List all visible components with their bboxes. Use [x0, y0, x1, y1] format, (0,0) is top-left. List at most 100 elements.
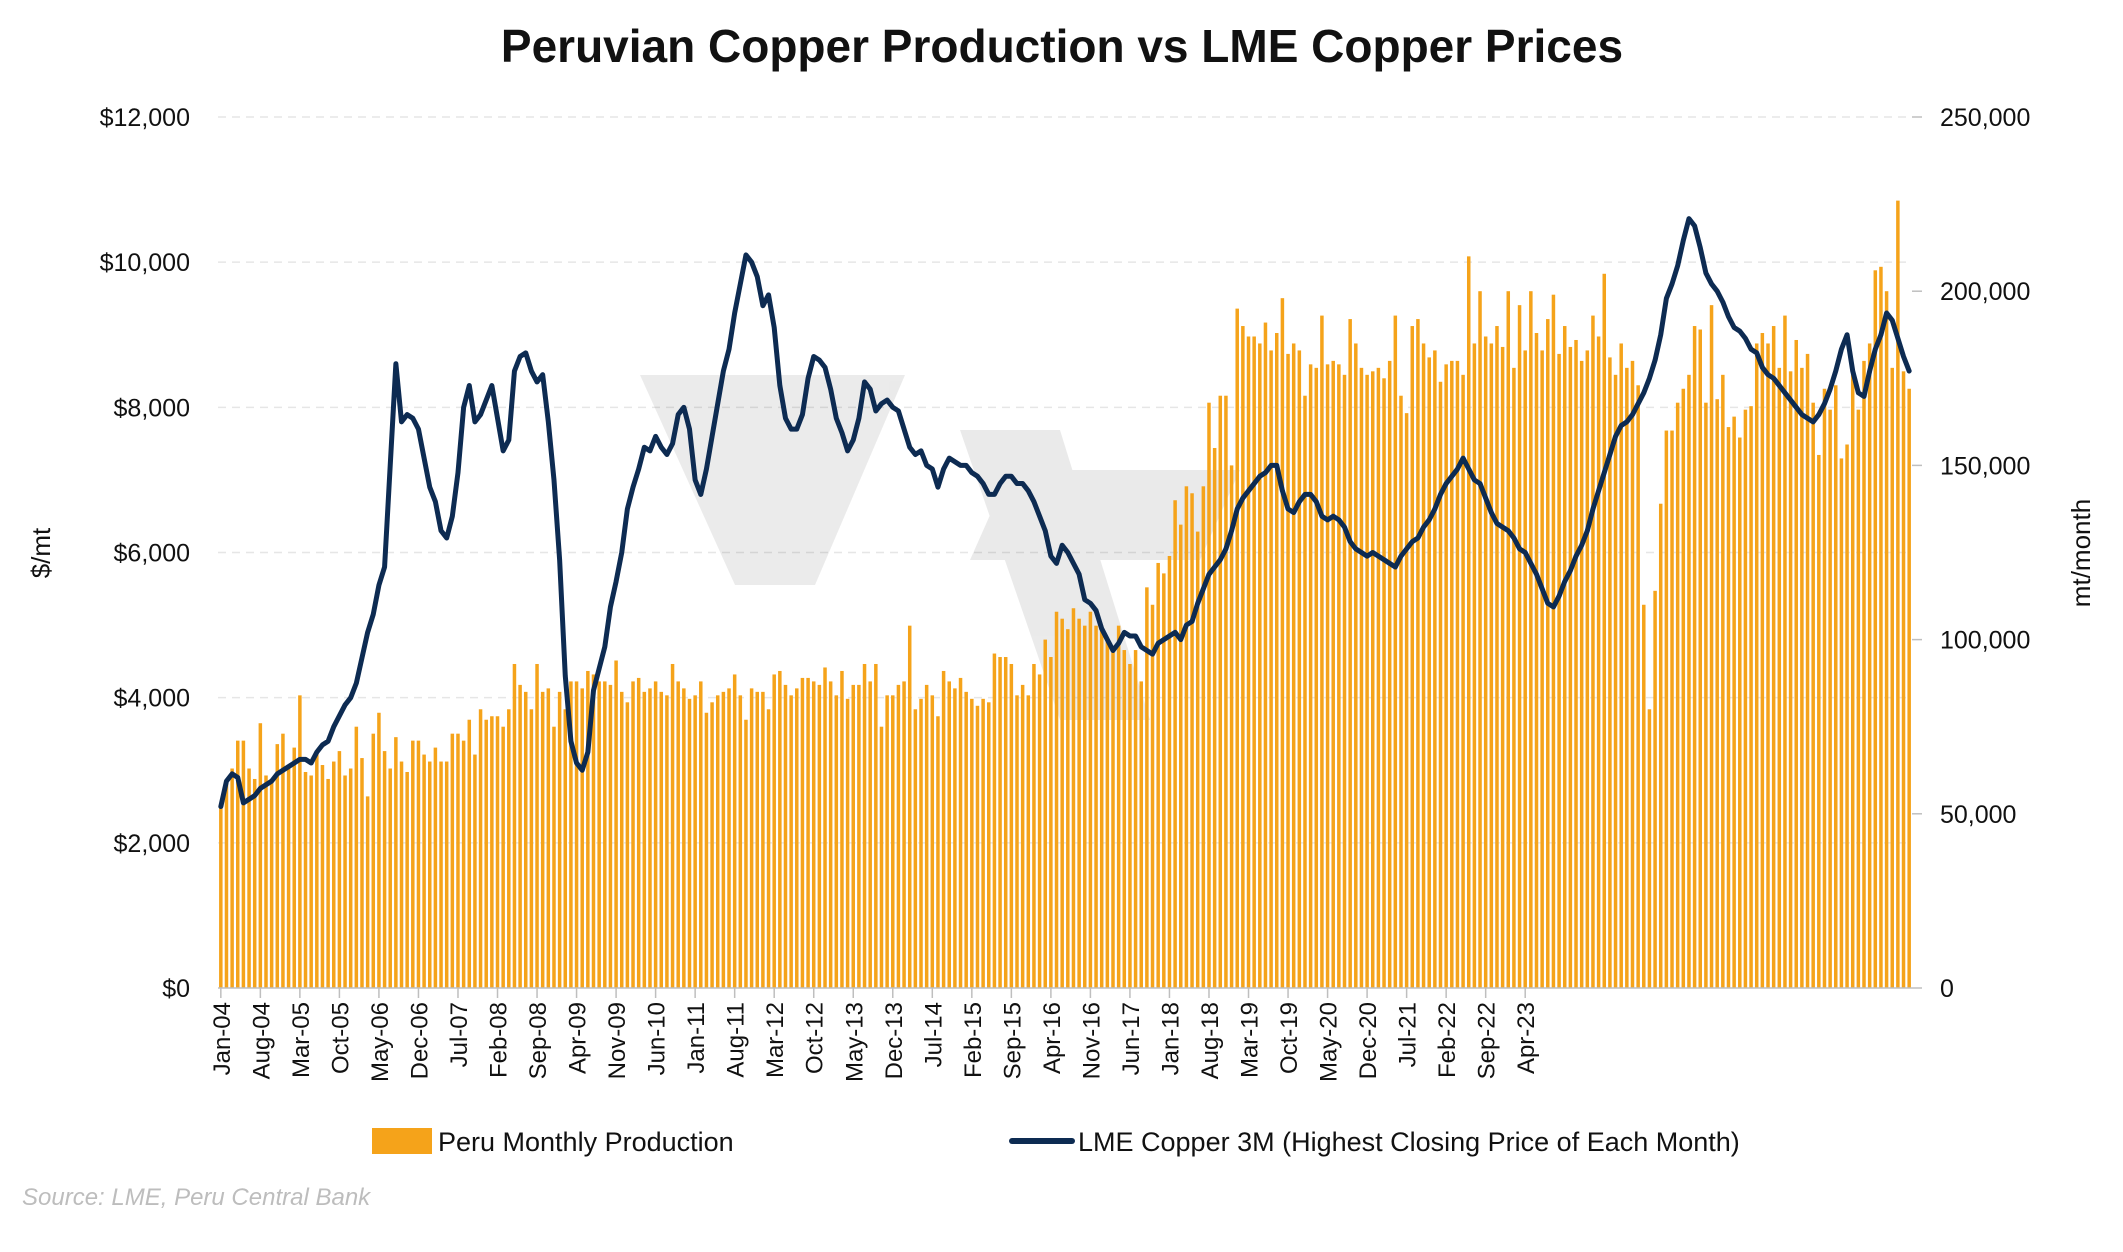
x-tick-label: Dec-20: [1355, 1002, 1382, 1079]
production-bar: [1410, 326, 1415, 988]
production-bar: [320, 765, 325, 988]
production-bar: [264, 775, 268, 988]
x-tick-label: Nov-16: [1078, 1002, 1105, 1079]
production-bar: [851, 684, 855, 988]
production-bar: [512, 663, 517, 988]
production-bar: [1122, 650, 1127, 988]
production-bar: [772, 674, 776, 988]
production-bar: [416, 740, 421, 988]
x-tick-label: Dec-06: [406, 1002, 433, 1079]
production-bar: [275, 744, 280, 988]
production-bar: [783, 684, 788, 988]
production-bar: [1162, 573, 1166, 988]
production-bar: [1156, 562, 1160, 988]
production-bar: [569, 681, 573, 988]
production-bar: [1591, 315, 1595, 989]
production-bar: [811, 681, 816, 988]
production-bar: [970, 698, 974, 988]
production-bar: [868, 681, 872, 988]
production-bar: [1128, 663, 1132, 988]
production-bar: [721, 691, 726, 988]
production-bar: [619, 691, 624, 988]
production-bar: [1246, 336, 1251, 988]
production-bar: [1314, 367, 1319, 989]
right-tick-label: 0: [1940, 975, 1954, 1003]
production-bar: [394, 737, 398, 988]
production-bar: [1551, 294, 1556, 988]
production-bar: [992, 653, 997, 988]
production-bar: [501, 726, 505, 988]
production-bar: [693, 695, 697, 988]
production-bar: [1404, 413, 1409, 988]
production-bar: [919, 698, 923, 988]
production-bar: [1049, 657, 1053, 988]
x-tick-label: Jan-04: [209, 1002, 236, 1075]
production-bar: [1190, 493, 1194, 988]
x-tick-label: Oct-12: [802, 1002, 829, 1074]
production-bar: [354, 726, 359, 988]
x-tick-label: May-06: [367, 1002, 394, 1082]
production-bar: [1167, 555, 1172, 988]
left-tick-label: $6,000: [114, 540, 190, 568]
production-bar: [1760, 333, 1765, 988]
production-bar: [337, 751, 342, 988]
production-bar: [1523, 350, 1527, 988]
production-bar: [1450, 360, 1454, 988]
production-bar: [648, 688, 652, 988]
right-tick-label: 50,000: [1940, 801, 2016, 829]
production-bar: [1060, 618, 1064, 988]
production-bar: [1687, 374, 1691, 988]
right-tick-label: 250,000: [1940, 104, 2030, 132]
production-bar: [913, 709, 918, 988]
production-bar: [382, 751, 387, 988]
production-bar: [1438, 381, 1443, 988]
production-bar: [292, 747, 296, 988]
x-tick-label: Feb-22: [1434, 1002, 1461, 1078]
production-bar: [523, 691, 528, 988]
production-bar: [1512, 367, 1516, 989]
x-tick-label: Feb-15: [960, 1002, 987, 1078]
production-bar: [473, 754, 477, 988]
production-bar: [241, 740, 246, 988]
production-bar: [1879, 266, 1883, 988]
production-bar: [326, 778, 330, 988]
production-bar: [1291, 343, 1296, 989]
production-bar: [1540, 350, 1544, 988]
x-tick-label: Dec-13: [881, 1002, 908, 1079]
production-bar: [665, 695, 669, 988]
production-bar: [1399, 395, 1403, 989]
production-bar: [840, 670, 844, 988]
left-tick-label: $4,000: [114, 685, 190, 713]
production-bar: [219, 806, 223, 988]
production-bar: [795, 688, 799, 988]
x-tick-label: Sep-22: [1474, 1002, 1501, 1079]
production-bar: [286, 768, 291, 988]
production-bar: [1099, 625, 1104, 988]
x-tick-label: Mar-19: [1237, 1002, 1264, 1078]
production-bar: [478, 709, 483, 988]
production-bar: [1726, 427, 1731, 989]
production-bar: [1207, 402, 1211, 988]
production-bar: [608, 684, 613, 988]
production-bar: [574, 681, 579, 988]
production-bar: [484, 719, 488, 988]
production-bar: [975, 705, 980, 988]
production-bar: [586, 670, 590, 988]
right-axis-title: mt/month: [2066, 499, 2096, 607]
production-bar: [896, 684, 901, 988]
production-bar: [981, 698, 985, 988]
production-bar: [591, 674, 596, 988]
production-bar: [1867, 343, 1872, 989]
production-bar: [817, 684, 822, 988]
production-bar: [1342, 374, 1347, 988]
production-bar: [1325, 364, 1330, 988]
production-bar: [1732, 416, 1736, 988]
production-bar: [1066, 629, 1070, 988]
production-bar: [360, 758, 364, 988]
production-bar: [625, 702, 630, 988]
production-bar: [653, 681, 658, 988]
x-tick-label: Jan-11: [683, 1002, 710, 1074]
production-bar: [1026, 695, 1031, 988]
production-bar: [1071, 608, 1076, 988]
production-bar: [987, 702, 991, 988]
